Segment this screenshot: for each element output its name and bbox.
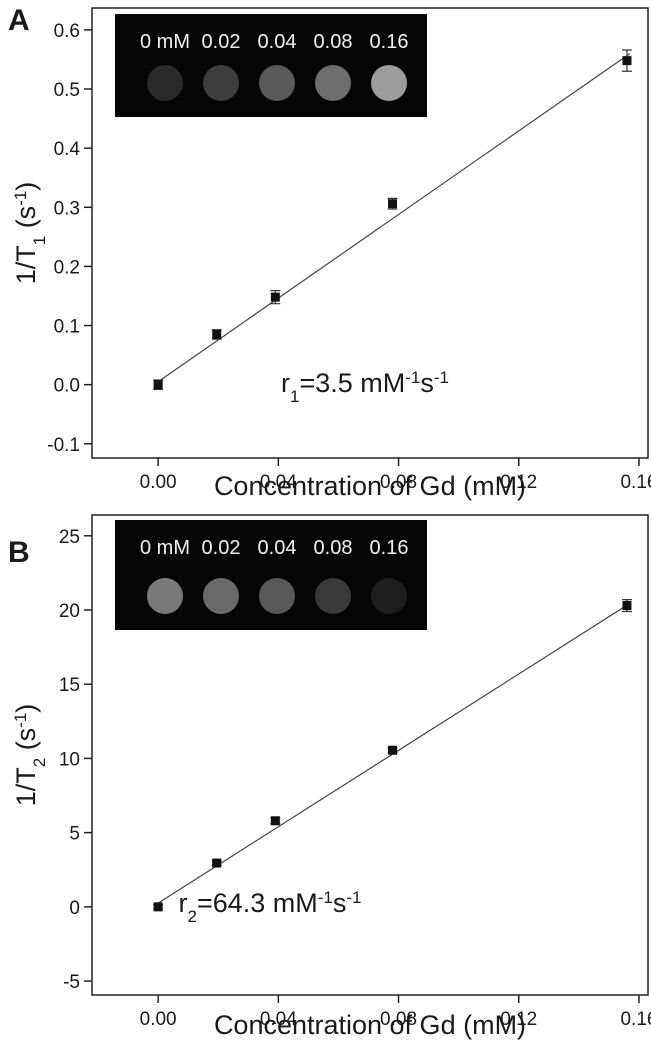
x-tick-label: 0.04 xyxy=(260,472,297,493)
text-part: ) xyxy=(11,182,41,191)
y-tick-label: -5 xyxy=(63,972,80,993)
inset-label: 0.02 xyxy=(202,31,241,53)
phantom xyxy=(315,578,351,614)
annotation: r2=64.3 mM-1s-1 xyxy=(178,888,361,926)
text-part: -1 xyxy=(346,888,361,907)
y-tick-label: 0.0 xyxy=(54,376,80,397)
phantom xyxy=(315,65,351,101)
text-part: -1 xyxy=(11,191,30,206)
x-tick-label: 0.08 xyxy=(380,472,417,493)
data-point xyxy=(212,329,222,339)
inset-label: 0.16 xyxy=(370,537,409,559)
fit-line xyxy=(157,53,631,383)
y-tick-label: 0.6 xyxy=(54,21,80,42)
text-part: (s xyxy=(11,728,41,758)
text-part: -1 xyxy=(405,368,420,387)
text-part: r xyxy=(178,888,187,918)
y-tick-label: 0.5 xyxy=(54,80,80,101)
data-point xyxy=(622,601,632,611)
text-part: =3.5 mM xyxy=(299,368,405,398)
data-point xyxy=(622,56,632,66)
x-tick-label: 0.04 xyxy=(260,1009,297,1030)
y-tick-label: 0.3 xyxy=(54,198,80,219)
text-part: =64.3 mM xyxy=(197,888,318,918)
y-tick-label: 0.2 xyxy=(54,257,80,278)
inset-label: 0.16 xyxy=(370,31,409,53)
text-part: s xyxy=(420,368,434,398)
y-tick-label: 5 xyxy=(69,824,80,845)
panel-label: A xyxy=(8,4,30,37)
x-tick-label: 0.12 xyxy=(500,472,537,493)
y-tick-label: 20 xyxy=(59,601,80,622)
phantom xyxy=(259,65,295,101)
phantom xyxy=(371,578,407,614)
annotation: r1=3.5 mM-1s-1 xyxy=(281,368,449,406)
x-tick-label: 0.00 xyxy=(140,1009,177,1030)
inset-label: 0.04 xyxy=(258,537,297,559)
x-tick-label: 0.16 xyxy=(620,1009,651,1030)
phantom xyxy=(147,578,183,614)
text-part: s xyxy=(333,888,347,918)
text-part: (s xyxy=(11,206,41,236)
data-point xyxy=(270,816,280,826)
y-tick-label: 15 xyxy=(59,675,80,696)
x-tick-label: 0.08 xyxy=(380,1009,417,1030)
inset-label: 0.08 xyxy=(314,31,353,53)
inset-label: 0.08 xyxy=(314,537,353,559)
text-part: -1 xyxy=(11,713,30,728)
inset-label: 0 mM xyxy=(140,537,190,559)
y-tick-label: 0.1 xyxy=(54,317,80,338)
data-point xyxy=(270,292,280,302)
x-tick-label: 0.16 xyxy=(620,472,651,493)
y-tick-label: -0.1 xyxy=(47,435,80,456)
phantom xyxy=(147,65,183,101)
plot-frame xyxy=(91,7,649,459)
phantom xyxy=(203,65,239,101)
x-axis-title: Concentration of Gd (mM) xyxy=(214,1010,526,1040)
y-axis-title: 1/T1 (s-1) xyxy=(11,182,49,285)
x-axis-title: Concentration of Gd (mM) xyxy=(214,471,526,501)
text-part: 1 xyxy=(30,236,49,245)
y-tick-label: 0 xyxy=(69,898,80,919)
x-tick-label: 0.00 xyxy=(140,472,177,493)
phantom xyxy=(371,65,407,101)
inset-label: 0.04 xyxy=(258,31,297,53)
data-point xyxy=(388,745,398,755)
inset-label: 0 mM xyxy=(140,31,190,53)
text-part: 1/T xyxy=(11,245,41,284)
data-point xyxy=(153,902,163,912)
x-tick-label: 0.12 xyxy=(500,1009,537,1030)
text-part: r xyxy=(281,368,290,398)
y-axis-title: 1/T2 (s-1) xyxy=(11,704,49,807)
panel-label: B xyxy=(8,536,30,569)
text-part: 2 xyxy=(187,907,196,926)
y-tick-label: 25 xyxy=(59,527,80,548)
data-point xyxy=(212,858,222,868)
inset-label: 0.02 xyxy=(202,537,241,559)
plot-frame xyxy=(91,514,649,996)
text-part: -1 xyxy=(318,888,333,907)
data-point xyxy=(388,199,398,209)
text-part: 1/T xyxy=(11,767,41,806)
text-part: 1 xyxy=(290,387,299,406)
y-tick-label: 0.4 xyxy=(54,139,81,160)
phantom xyxy=(203,578,239,614)
y-tick-label: 10 xyxy=(59,749,80,770)
text-part: -1 xyxy=(434,368,449,387)
phantom xyxy=(259,578,295,614)
text-part: 2 xyxy=(30,758,49,767)
text-part: ) xyxy=(11,704,41,713)
data-point xyxy=(153,380,163,390)
